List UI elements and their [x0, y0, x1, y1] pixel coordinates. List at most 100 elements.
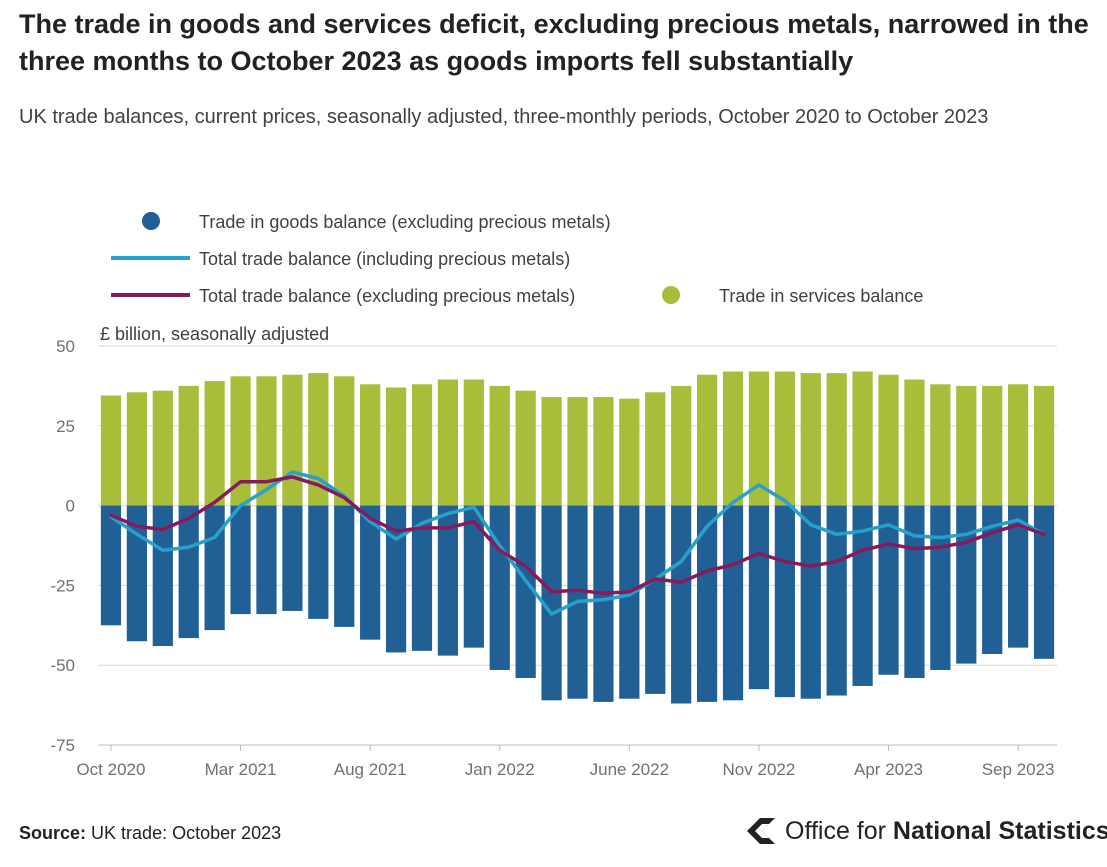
services-bar [982, 385, 1003, 506]
chart-title: The trade in goods and services deficit,… [19, 9, 1089, 76]
services-bar [515, 390, 536, 506]
services-bar [800, 373, 821, 506]
services-bar [671, 385, 692, 506]
x-tick-label: Nov 2022 [723, 760, 796, 779]
legend-dot-symbol [662, 286, 680, 304]
legend-label: Total trade balance (excluding precious … [199, 286, 575, 306]
total-excl-line [109, 475, 1046, 596]
goods-bar [100, 505, 122, 626]
services-bar [204, 381, 225, 506]
y-axis-ticks: 50 25 0 -25 -50 -75 [50, 337, 75, 755]
services-bar [645, 392, 666, 506]
goods-bar [515, 505, 536, 678]
legend-label: Trade in services balance [719, 286, 923, 306]
goods-bar [360, 505, 381, 640]
legend-label: Trade in goods balance (excluding precio… [199, 212, 611, 232]
x-tick-label: June 2022 [590, 760, 669, 779]
goods-bar [748, 505, 770, 690]
services-bar [282, 374, 303, 506]
x-tick-label: Aug 2021 [334, 760, 407, 779]
services-bar [437, 379, 459, 506]
goods-bar [204, 505, 225, 631]
y-tick-label: -75 [50, 736, 75, 755]
source-text: UK trade: October 2023 [91, 823, 282, 843]
services-bar [852, 371, 873, 506]
goods-bar [334, 505, 355, 627]
services-bar [826, 373, 847, 506]
services-bar [463, 379, 484, 506]
legend-dot-symbol [142, 212, 160, 230]
services-bar [100, 395, 122, 506]
goods-bar [696, 505, 718, 702]
goods-bar [152, 505, 173, 647]
goods-bar [385, 505, 407, 653]
goods-bar [126, 505, 147, 642]
services-bar [385, 387, 407, 506]
goods-bar [956, 505, 977, 664]
legend-label: Total trade balance (including precious … [199, 249, 570, 269]
services-bar [904, 379, 925, 506]
services-bar [567, 397, 588, 506]
services-bar [956, 385, 977, 506]
services-bar [308, 373, 329, 506]
chart-legend: Trade in goods balance (excluding precio… [111, 212, 923, 306]
services-bar [748, 371, 770, 506]
goods-bar [411, 505, 433, 651]
services-bar [152, 390, 173, 506]
goods-bar [437, 505, 459, 656]
services-bar [334, 376, 355, 506]
goods-bar [1033, 505, 1055, 659]
goods-bar [230, 505, 251, 615]
y-tick-label: 0 [66, 497, 75, 516]
y-tick-label: 50 [56, 337, 75, 356]
services-bar [178, 385, 199, 506]
goods-bar [463, 505, 484, 648]
y-axis-label: £ billion, seasonally adjusted [100, 324, 329, 344]
goods-bar [826, 505, 847, 696]
x-tick-label: Apr 2023 [854, 760, 923, 779]
services-bar [126, 392, 147, 506]
services-bar [256, 376, 277, 506]
services-bar [411, 384, 433, 506]
y-tick-label: -50 [50, 656, 75, 675]
chart-bars [100, 371, 1055, 704]
x-tick-label: Oct 2020 [76, 760, 145, 779]
services-bar [878, 374, 899, 506]
x-tick-label: Jan 2022 [465, 760, 535, 779]
services-bar [360, 384, 381, 506]
y-tick-label: -25 [50, 576, 75, 595]
goods-bar [489, 505, 510, 670]
goods-bar [593, 505, 614, 702]
services-bar [541, 397, 562, 506]
services-bar [1033, 385, 1055, 506]
services-bar [489, 385, 510, 506]
services-bar [696, 374, 718, 506]
services-bar [619, 398, 640, 506]
goods-bar [722, 505, 744, 701]
services-bar [230, 376, 251, 506]
x-axis: Oct 2020 Mar 2021 Aug 2021 Jan 2022 June 202… [76, 744, 1057, 779]
y-tick-label: 25 [56, 417, 75, 436]
services-bar [722, 371, 744, 506]
ons-logo-text: Office for National Statistics [785, 816, 1107, 845]
goods-bar [541, 505, 562, 701]
goods-bar [930, 505, 951, 670]
goods-bar [800, 505, 821, 699]
source-label: Source: [19, 823, 87, 843]
services-bar [774, 371, 795, 506]
total-incl-line [109, 470, 1046, 616]
chart-subtitle: UK trade balances, current prices, seaso… [19, 106, 989, 128]
goods-bar [308, 505, 329, 619]
services-bar [1008, 384, 1029, 506]
goods-bar [282, 505, 303, 611]
source-note: Source: UK trade: October 2023 [19, 823, 281, 844]
goods-bar [619, 505, 640, 699]
goods-bar [671, 505, 692, 704]
x-tick-label: Mar 2021 [205, 760, 277, 779]
trade-balance-chart: Trade in goods balance (excluding precio… [50, 212, 1057, 779]
goods-bar [878, 505, 899, 675]
chart-lines [109, 470, 1046, 616]
ons-logo[interactable]: Office for National Statistics [745, 816, 1107, 846]
goods-bar [1008, 505, 1029, 648]
x-tick-label: Sep 2023 [982, 760, 1055, 779]
